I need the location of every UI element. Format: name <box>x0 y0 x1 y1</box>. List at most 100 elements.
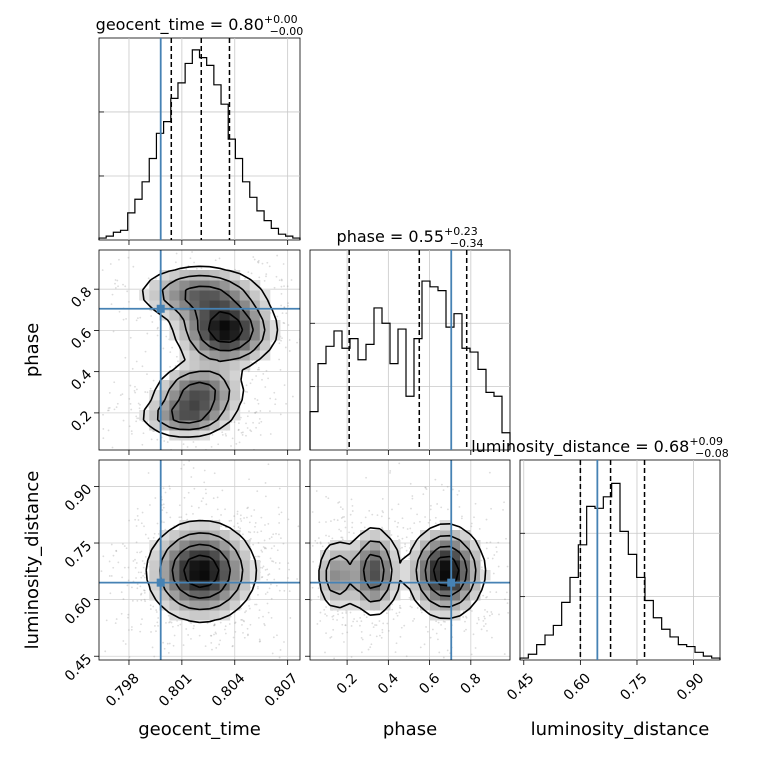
scatter-point <box>401 537 404 540</box>
density-cell <box>320 550 331 561</box>
scatter-point <box>92 631 94 633</box>
scatter-point <box>246 427 249 429</box>
x-tick-label: 0.4 <box>375 670 402 697</box>
density-cell <box>450 540 461 551</box>
scatter-point <box>411 531 414 534</box>
density-cell <box>350 570 361 581</box>
scatter-point <box>270 617 273 619</box>
density-cell <box>179 580 190 591</box>
scatter-point <box>247 370 250 373</box>
density-cell <box>340 580 351 591</box>
density-cell <box>259 340 271 351</box>
scatter-point <box>506 565 509 568</box>
scatter-point <box>162 641 165 644</box>
scatter-point <box>266 261 269 264</box>
scatter-point <box>341 508 344 510</box>
scatter-point <box>315 490 318 492</box>
panel-frame <box>98 249 301 451</box>
density-cell <box>179 540 190 551</box>
contour-line <box>207 310 244 343</box>
scatter-point <box>375 624 378 627</box>
title-plus: +0.00 <box>264 13 298 26</box>
density-cell <box>430 590 441 601</box>
scatter-point <box>409 482 412 485</box>
scatter-point <box>276 549 279 552</box>
scatter-point <box>168 621 170 624</box>
scatter-point <box>324 613 327 616</box>
scatter-point <box>135 360 138 363</box>
scatter-point <box>442 489 445 492</box>
scatter-point <box>189 257 192 260</box>
scatter-point <box>182 644 185 647</box>
scatter-point <box>146 332 149 335</box>
scatter-point <box>146 391 149 394</box>
scatter-point <box>127 579 130 582</box>
density-cell <box>259 310 271 321</box>
scatter-point <box>490 611 493 613</box>
scatter-point <box>413 522 416 525</box>
density-cell <box>189 530 200 541</box>
scatter-point <box>474 502 477 505</box>
scatter-point <box>274 561 277 564</box>
scatter-point <box>255 411 258 413</box>
scatter-point <box>254 555 257 558</box>
scatter-point <box>139 403 141 406</box>
scatter-point <box>470 522 473 525</box>
scatter-point <box>336 619 338 621</box>
scatter-point <box>135 420 138 423</box>
scatter-point <box>261 262 264 265</box>
scatter-point <box>401 517 404 520</box>
density-cell <box>249 310 261 321</box>
scatter-point <box>485 547 488 550</box>
scatter-point <box>209 634 212 637</box>
scatter-point <box>128 519 130 522</box>
density-cell <box>189 360 200 371</box>
scatter-point <box>329 636 332 639</box>
density-cell <box>360 580 371 591</box>
density-cell <box>189 370 200 381</box>
scatter-point <box>492 572 495 575</box>
density-cell <box>169 320 180 331</box>
scatter-point <box>210 634 213 637</box>
scatter-point <box>303 578 305 580</box>
scatter-point <box>350 498 353 501</box>
scatter-point <box>264 593 267 595</box>
scatter-point <box>249 623 252 626</box>
scatter-point <box>213 472 216 475</box>
scatter-point <box>379 634 381 637</box>
density-cell <box>229 300 241 311</box>
truth-marker <box>156 578 165 587</box>
density-cell <box>450 560 461 571</box>
scatter-point <box>187 491 190 494</box>
scatter-point <box>365 476 367 479</box>
scatter-point <box>131 586 133 589</box>
scatter-point <box>398 462 401 465</box>
x-tick-label: 0.6 <box>416 670 443 697</box>
scatter-point <box>317 587 320 590</box>
scatter-point <box>166 660 168 662</box>
scatter-point <box>250 661 252 663</box>
scatter-point <box>488 614 491 617</box>
density-cell <box>430 550 441 561</box>
scatter-point <box>497 541 500 544</box>
scatter-point <box>409 527 412 530</box>
scatter-point <box>504 598 506 601</box>
density-cell <box>239 280 251 291</box>
density-cell <box>219 350 231 361</box>
scatter-point <box>266 568 269 571</box>
density-cell <box>199 300 211 311</box>
density-cell <box>229 560 241 571</box>
scatter-point <box>315 610 317 612</box>
density-cell <box>179 520 190 531</box>
scatter-point <box>130 408 133 411</box>
scatter-point <box>235 443 238 445</box>
scatter-point <box>495 546 498 549</box>
density-cell <box>139 290 150 301</box>
density-cell <box>450 580 461 591</box>
scatter-point <box>185 268 188 271</box>
scatter-point <box>249 531 252 534</box>
scatter-point <box>444 620 446 623</box>
scatter-point <box>169 516 172 519</box>
scatter-point <box>135 577 137 579</box>
density-cell <box>209 300 221 311</box>
